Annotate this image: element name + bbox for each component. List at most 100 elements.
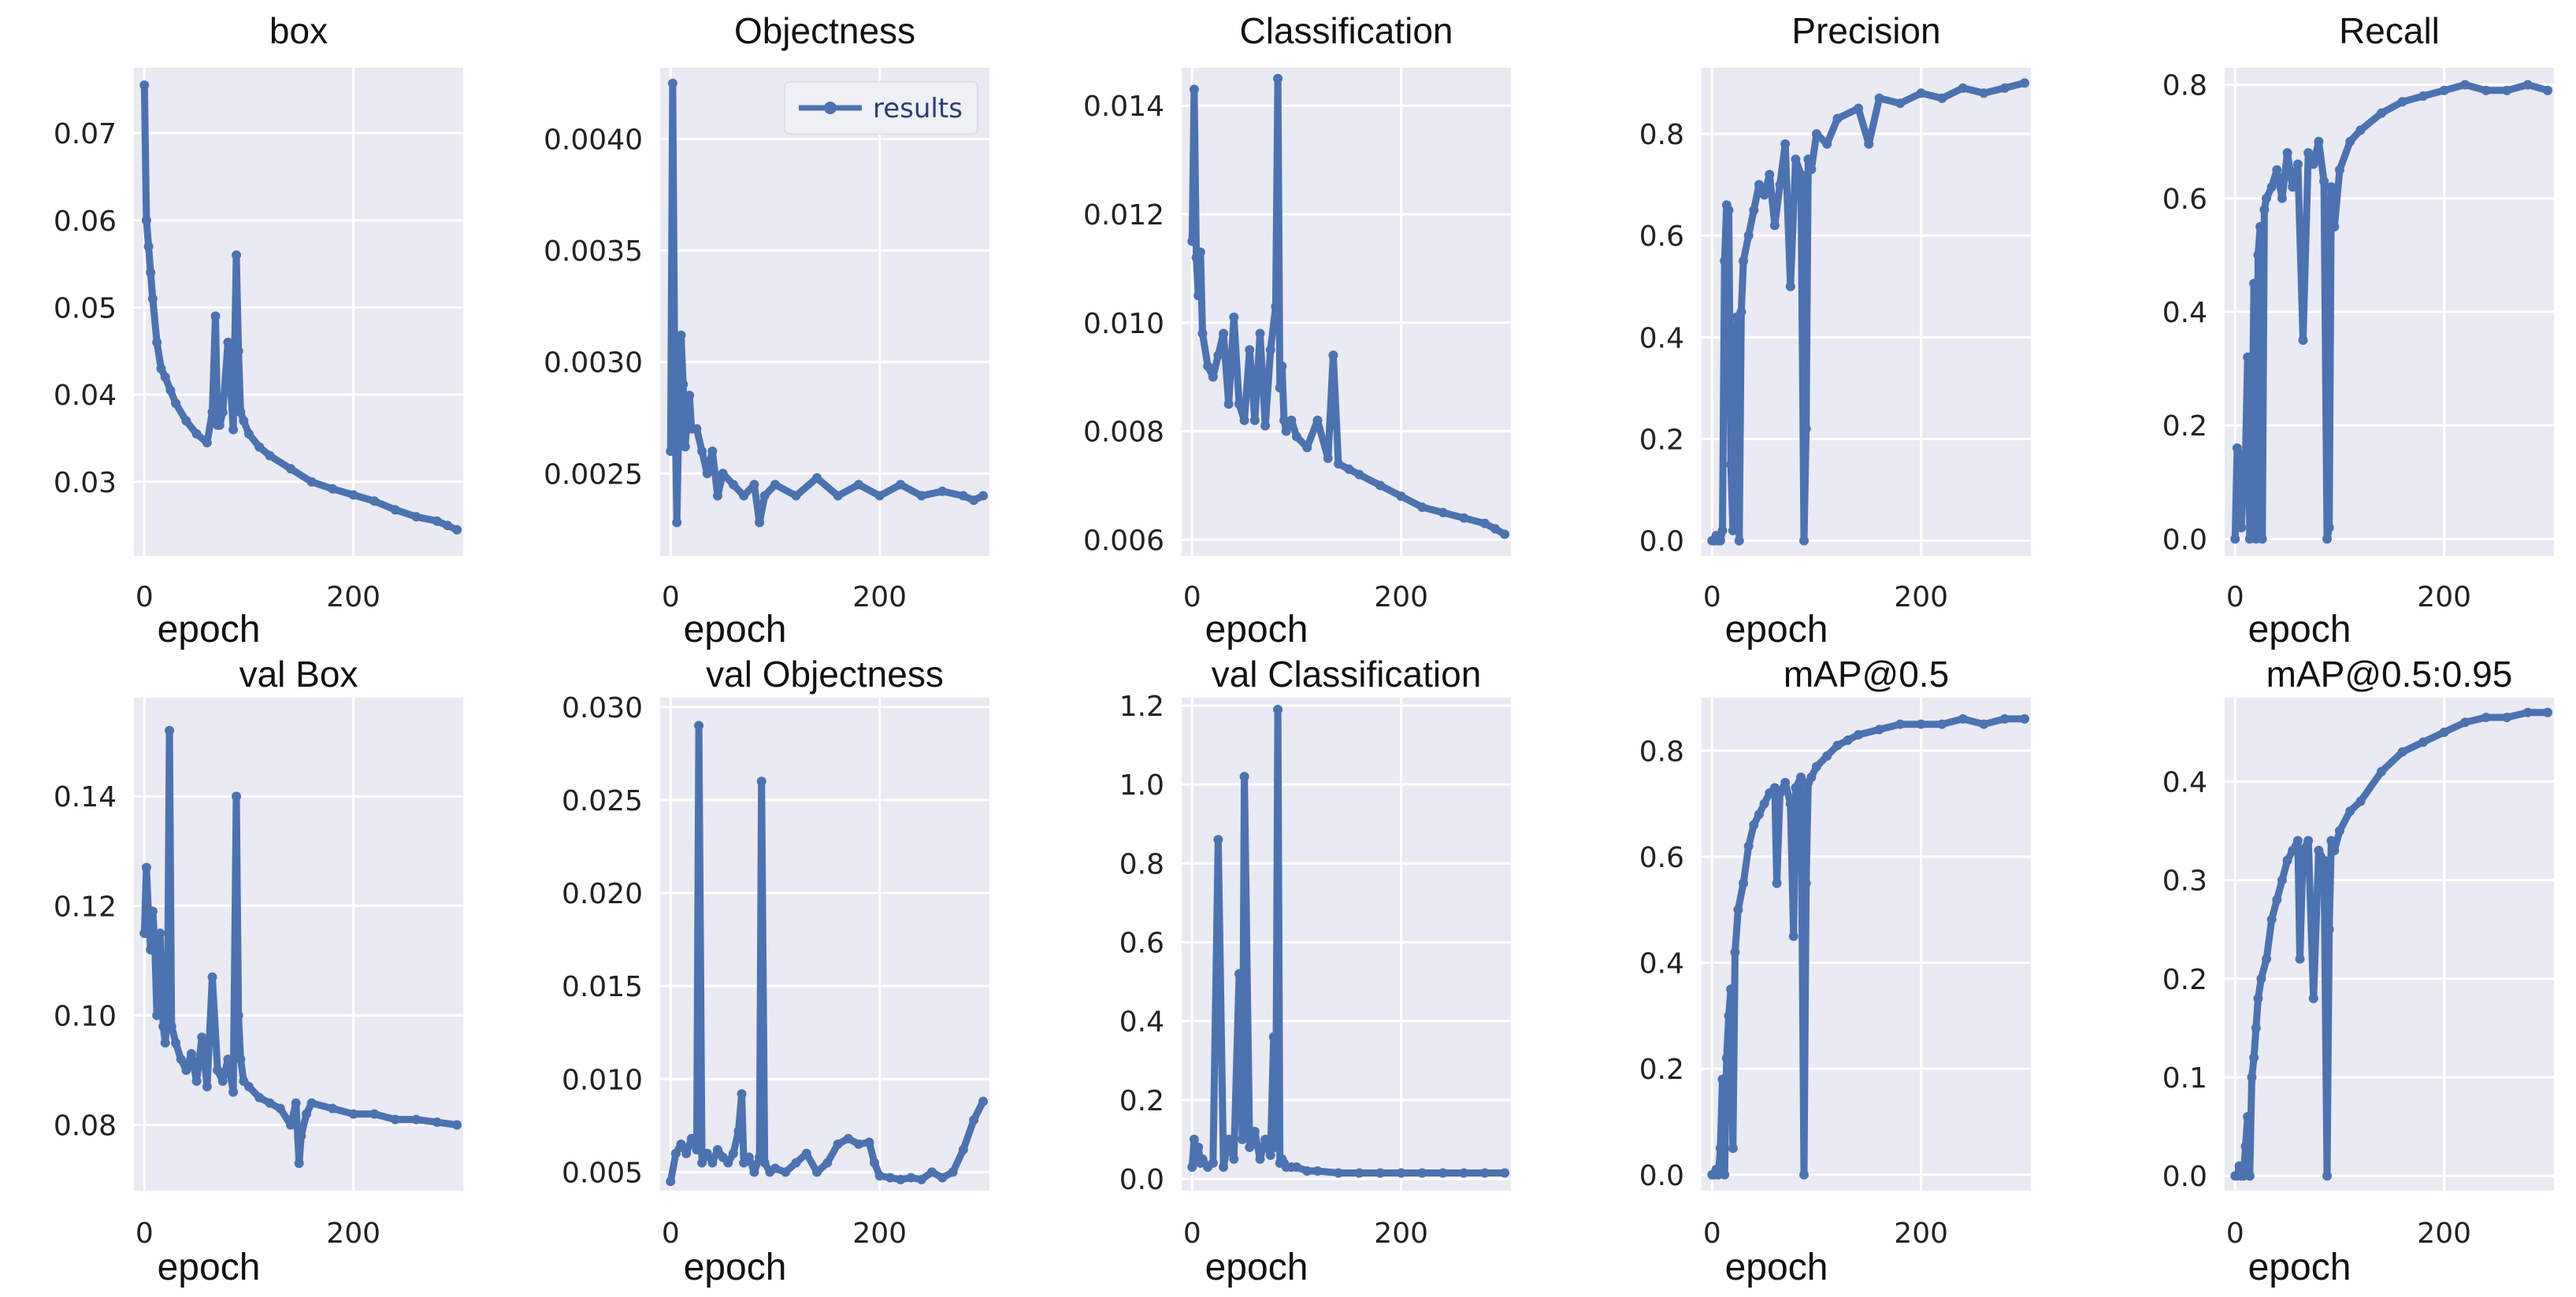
data-point <box>670 1148 681 1158</box>
data-point <box>2259 205 2270 215</box>
data-point <box>275 1103 285 1114</box>
data-point <box>739 491 749 501</box>
chart-title: Objectness <box>734 10 915 51</box>
x-axis-label: epoch <box>1205 1247 1308 1288</box>
data-point <box>843 1133 853 1143</box>
data-point <box>2257 534 2267 544</box>
data-point <box>681 1148 692 1158</box>
data-point <box>1189 1134 1199 1144</box>
chart-recall: 0.0 0.2 0.4 0.6 0.8 0 200 Recall epoch <box>2162 10 2554 650</box>
data-point <box>1765 169 1775 180</box>
data-point <box>1721 1053 1732 1063</box>
data-point <box>207 407 217 417</box>
data-point <box>1249 415 1260 425</box>
data-point <box>2314 136 2324 146</box>
data-point <box>2522 80 2533 90</box>
data-point <box>1234 969 1244 979</box>
data-point <box>213 1065 223 1075</box>
data-point <box>2460 717 2470 728</box>
x-axis-label: epoch <box>1725 1247 1828 1288</box>
data-point <box>1189 84 1199 94</box>
x-axis-label: epoch <box>684 609 787 650</box>
x-axis-label: epoch <box>158 609 261 650</box>
data-point <box>812 1167 822 1177</box>
data-point <box>1197 328 1208 339</box>
data-point <box>874 491 885 501</box>
data-point <box>1895 98 1906 109</box>
data-point <box>2460 80 2470 90</box>
chart-title: Classification <box>1240 10 1453 51</box>
data-point <box>223 337 233 347</box>
data-point <box>1832 113 1843 124</box>
data-point <box>202 438 212 448</box>
data-point <box>1730 947 1740 958</box>
data-point <box>171 1038 181 1048</box>
data-point <box>854 1139 864 1149</box>
chart-objectness: 0.0025 0.0030 0.0035 0.0040 0 200 Objectness ep… <box>544 10 989 650</box>
x-tick-label: 200 <box>852 1217 907 1250</box>
data-point <box>718 469 728 479</box>
x-axis-label: epoch <box>2248 609 2351 650</box>
x-tick-label: 0 <box>2226 1217 2244 1250</box>
data-point <box>723 1158 733 1168</box>
x-tick-label: 0 <box>1183 581 1201 613</box>
data-point <box>1273 73 1283 83</box>
data-point <box>2345 806 2355 816</box>
data-point <box>2282 855 2292 865</box>
data-point <box>1780 777 1791 787</box>
legend-marker <box>824 102 837 114</box>
data-point <box>202 1081 212 1091</box>
data-point <box>1286 415 1297 425</box>
data-point <box>411 1114 421 1125</box>
y-tick-label: 1.0 <box>1119 769 1164 802</box>
y-tick-label: 0.8 <box>1119 848 1164 880</box>
data-point <box>1302 1165 1312 1176</box>
y-tick-label: 0.0 <box>1119 1164 1164 1196</box>
y-tick-label: 0.4 <box>2162 297 2207 329</box>
data-point <box>801 1148 811 1158</box>
legend-box <box>784 81 978 135</box>
data-point <box>232 791 242 802</box>
data-point <box>1854 730 1864 740</box>
chart-title: val Classification <box>1212 654 1482 695</box>
data-point <box>2253 250 2263 260</box>
data-point <box>1302 443 1312 453</box>
data-point <box>432 516 442 526</box>
data-point <box>2303 148 2314 158</box>
data-point <box>1187 236 1197 246</box>
data-point <box>2377 108 2387 118</box>
data-point <box>147 294 158 304</box>
data-point <box>1720 1169 1730 1180</box>
data-point <box>1791 154 1801 165</box>
data-point <box>1733 905 1743 915</box>
data-point <box>697 1158 707 1168</box>
data-point <box>228 424 239 435</box>
data-point <box>2249 1052 2259 1062</box>
data-point <box>1743 231 1754 241</box>
data-point <box>916 1174 926 1184</box>
data-point <box>2243 1112 2253 1122</box>
y-tick-label: 0.2 <box>1639 1054 1684 1086</box>
data-point <box>916 491 926 501</box>
data-point <box>670 380 680 390</box>
data-point <box>937 1173 948 1183</box>
data-point <box>958 1145 968 1155</box>
data-point <box>781 1167 791 1177</box>
data-point <box>2439 727 2449 737</box>
data-point <box>812 472 822 483</box>
x-axis-label: epoch <box>2248 1247 2351 1288</box>
data-point <box>1811 128 1821 139</box>
data-point <box>2298 846 2308 856</box>
x-tick-label: 0 <box>662 581 680 613</box>
data-point <box>1213 835 1223 845</box>
data-point <box>1255 328 1265 339</box>
data-point <box>674 402 684 412</box>
y-tick-label: 1.2 <box>1119 691 1164 723</box>
data-point <box>2298 335 2308 346</box>
data-point <box>1223 1134 1234 1144</box>
data-point <box>2262 954 2272 964</box>
y-tick-label: 0.0 <box>1639 526 1684 558</box>
y-tick-label: 0.10 <box>54 1000 117 1032</box>
y-tick-label: 0.005 <box>562 1157 643 1189</box>
data-point <box>1791 783 1801 793</box>
